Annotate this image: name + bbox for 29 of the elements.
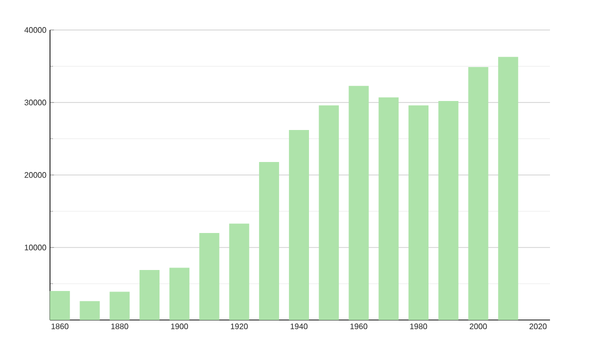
y-tick-label: 10000 — [24, 244, 46, 250]
x-tick-label: 1880 — [111, 324, 128, 330]
x-tick-label: 1940 — [290, 324, 308, 330]
bar — [50, 290, 70, 320]
x-tick-label: 1920 — [230, 324, 248, 330]
bar — [110, 292, 130, 320]
bar — [140, 270, 160, 320]
y-tick-label: 40000 — [24, 27, 46, 33]
x-tick-label: 1860 — [52, 324, 68, 330]
y-tick-label: 20000 — [24, 172, 46, 178]
x-tick-label: 2000 — [470, 324, 487, 330]
bar — [498, 56, 518, 320]
bar — [438, 101, 458, 320]
x-tick-label: 1960 — [350, 324, 368, 330]
bar — [169, 268, 190, 320]
bar — [80, 301, 100, 320]
bar — [318, 105, 339, 320]
bar — [229, 224, 250, 320]
y-tick-label: 30000 — [24, 100, 46, 106]
x-tick-label: 2020 — [530, 324, 547, 330]
bar — [468, 66, 488, 320]
x-tick-label: 1980 — [410, 324, 428, 330]
x-tick-label: 1900 — [171, 324, 188, 330]
bar — [288, 130, 309, 320]
bar — [259, 162, 280, 320]
bar — [348, 86, 369, 320]
bar — [408, 105, 429, 320]
bar — [378, 97, 399, 320]
bar — [199, 232, 220, 320]
